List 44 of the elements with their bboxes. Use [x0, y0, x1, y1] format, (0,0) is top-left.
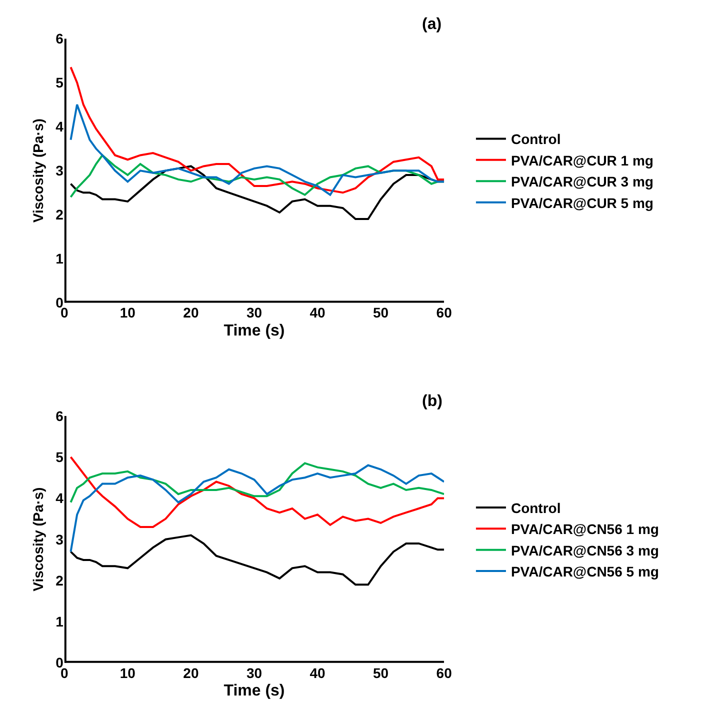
line-series: [70, 104, 444, 196]
x-tick-label: 20: [183, 304, 199, 321]
line-series: [70, 456, 444, 528]
legend-label: PVA/CAR@CUR 1 mg: [510, 152, 654, 168]
x-tick-label: 20: [183, 664, 199, 681]
chart-title: (b): [422, 393, 442, 410]
chart-title: (a): [422, 16, 442, 33]
line-series: [70, 66, 444, 194]
y-tick-label: 6: [56, 30, 64, 46]
legend-label: PVA/CAR@CUR 3 mg: [510, 174, 654, 190]
y-axis-title: Viscosity (Pa·s): [30, 487, 46, 592]
legend-label: Control: [510, 500, 561, 516]
legend-label: PVA/CAR@CN56 1 mg: [510, 521, 659, 538]
y-tick-label: 5: [56, 74, 64, 90]
legend-label: Control: [510, 131, 561, 148]
y-tick-label: 4: [56, 118, 64, 135]
x-tick-label: 30: [246, 304, 262, 321]
legend-label: PVA/CAR@CN56 5 mg: [510, 564, 659, 580]
y-tick-label: 3: [56, 531, 64, 548]
x-tick-label: 40: [310, 664, 326, 681]
y-tick-label: 3: [56, 162, 64, 179]
y-tick-label: 4: [56, 490, 64, 506]
x-tick-label: 30: [246, 664, 262, 681]
y-tick-label: 5: [56, 448, 64, 465]
legend-label: PVA/CAR@CN56 3 mg: [510, 542, 659, 558]
y-tick-label: 1: [56, 614, 64, 630]
legend-label: PVA/CAR@CUR 5 mg: [510, 194, 654, 211]
x-axis-title: Time (s): [224, 682, 285, 700]
x-tick-label: 10: [120, 664, 136, 681]
y-tick-label: 1: [56, 250, 64, 267]
line-series: [70, 462, 444, 504]
y-tick-label: 2: [56, 206, 64, 223]
x-tick-label: 50: [373, 664, 389, 681]
line-series: [70, 534, 444, 586]
x-tick-label: 40: [310, 304, 326, 321]
x-tick-label: 60: [436, 664, 452, 681]
x-tick-label: 10: [120, 304, 136, 321]
y-tick-label: 6: [56, 408, 64, 424]
x-tick-label: 50: [373, 304, 389, 321]
x-axis-title: Time (s): [224, 322, 285, 340]
x-tick-label: 60: [436, 304, 452, 321]
line-series: [70, 464, 444, 553]
y-tick-label: 2: [56, 572, 64, 588]
y-axis-title: Viscosity (Pa·s): [30, 118, 46, 223]
